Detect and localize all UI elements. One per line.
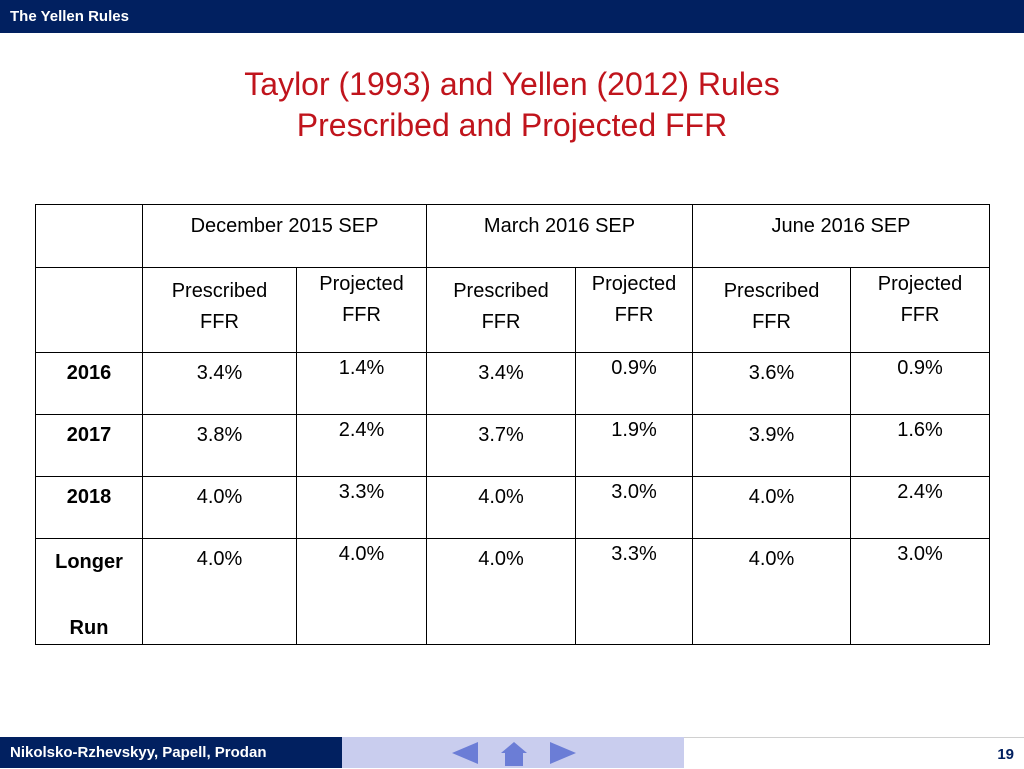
top-bar: The Yellen Rules xyxy=(0,0,1024,33)
cell-projected: 0.9% xyxy=(850,352,991,415)
cell-prescribed: 4.0% xyxy=(426,476,577,539)
cell-projected: 3.3% xyxy=(575,538,694,645)
cell-prescribed: 3.4% xyxy=(426,352,577,415)
table-corner-cell xyxy=(35,204,143,268)
footer-page-panel: 19 xyxy=(684,737,1024,769)
group-header-mar2016: March 2016 SEP xyxy=(426,204,694,268)
subheader-prescribed: Prescribed FFR xyxy=(142,267,297,353)
footer-authors: Nikolsko-Rzhevskyy, Papell, Prodan xyxy=(10,744,267,761)
row-label: 2017 xyxy=(35,414,143,477)
slide-title-line2: Prescribed and Projected FFR xyxy=(296,107,728,143)
cell-prescribed: 3.8% xyxy=(142,414,297,477)
cell-prescribed: 3.9% xyxy=(692,414,852,477)
cell-projected: 1.4% xyxy=(295,352,428,415)
right-arrow-icon[interactable] xyxy=(548,741,578,765)
table-blank-cell xyxy=(35,267,143,353)
table-subheader-row: Prescribed FFR Projected FFR Prescribed FFR… xyxy=(35,267,991,353)
table-row: 2016 3.4% 1.4% 3.4% 0.9% 3.6% 0.9% xyxy=(35,352,991,415)
cell-projected: 2.4% xyxy=(850,476,991,539)
group-header-jun2016: June 2016 SEP xyxy=(692,204,991,268)
table-row: Longer Run 4.0% 4.0% 4.0% 3.3% 4.0% 3.0% xyxy=(35,538,991,645)
table-group-row: December 2015 SEP March 2016 SEP June 20… xyxy=(35,204,991,268)
subheader-projected: Projected FFR xyxy=(850,267,991,353)
row-label: Longer Run xyxy=(35,538,143,645)
footer-bar: Nikolsko-Rzhevskyy, Papell, Prodan 19 xyxy=(0,737,1024,769)
subheader-projected: Projected FFR xyxy=(295,267,428,353)
subheader-projected: Projected FFR xyxy=(575,267,694,353)
left-arrow-icon[interactable] xyxy=(450,741,480,765)
cell-prescribed: 3.7% xyxy=(426,414,577,477)
ffr-table: December 2015 SEP March 2016 SEP June 20… xyxy=(35,204,991,645)
cell-projected: 3.0% xyxy=(850,538,991,645)
cell-prescribed: 4.0% xyxy=(692,476,852,539)
group-header-dec2015: December 2015 SEP xyxy=(141,204,428,268)
cell-prescribed: 4.0% xyxy=(142,476,297,539)
cell-projected: 1.9% xyxy=(575,414,694,477)
cell-projected: 2.4% xyxy=(295,414,428,477)
cell-prescribed: 3.6% xyxy=(692,352,852,415)
slide-title-line1: Taylor (1993) and Yellen (2012) Rules xyxy=(244,66,780,102)
slide-title: Taylor (1993) and Yellen (2012) Rules Pr… xyxy=(0,64,1024,146)
cell-prescribed: 4.0% xyxy=(142,538,297,645)
home-icon[interactable] xyxy=(500,741,528,767)
subheader-prescribed: Prescribed FFR xyxy=(426,267,577,353)
table-row: 2017 3.8% 2.4% 3.7% 1.9% 3.9% 1.6% xyxy=(35,414,991,477)
row-label: 2016 xyxy=(35,352,143,415)
page-number: 19 xyxy=(997,746,1014,763)
cell-prescribed: 4.0% xyxy=(692,538,852,645)
footer-nav-panel xyxy=(342,737,684,768)
cell-prescribed: 4.0% xyxy=(426,538,577,645)
cell-projected: 1.6% xyxy=(850,414,991,477)
header-title: The Yellen Rules xyxy=(10,8,129,25)
cell-prescribed: 3.4% xyxy=(142,352,297,415)
cell-projected: 3.3% xyxy=(295,476,428,539)
row-label: 2018 xyxy=(35,476,143,539)
table-row: 2018 4.0% 3.3% 4.0% 3.0% 4.0% 2.4% xyxy=(35,476,991,539)
cell-projected: 4.0% xyxy=(295,538,428,645)
cell-projected: 3.0% xyxy=(575,476,694,539)
subheader-prescribed: Prescribed FFR xyxy=(692,267,852,353)
cell-projected: 0.9% xyxy=(575,352,694,415)
footer-authors-panel: Nikolsko-Rzhevskyy, Papell, Prodan xyxy=(0,737,342,768)
